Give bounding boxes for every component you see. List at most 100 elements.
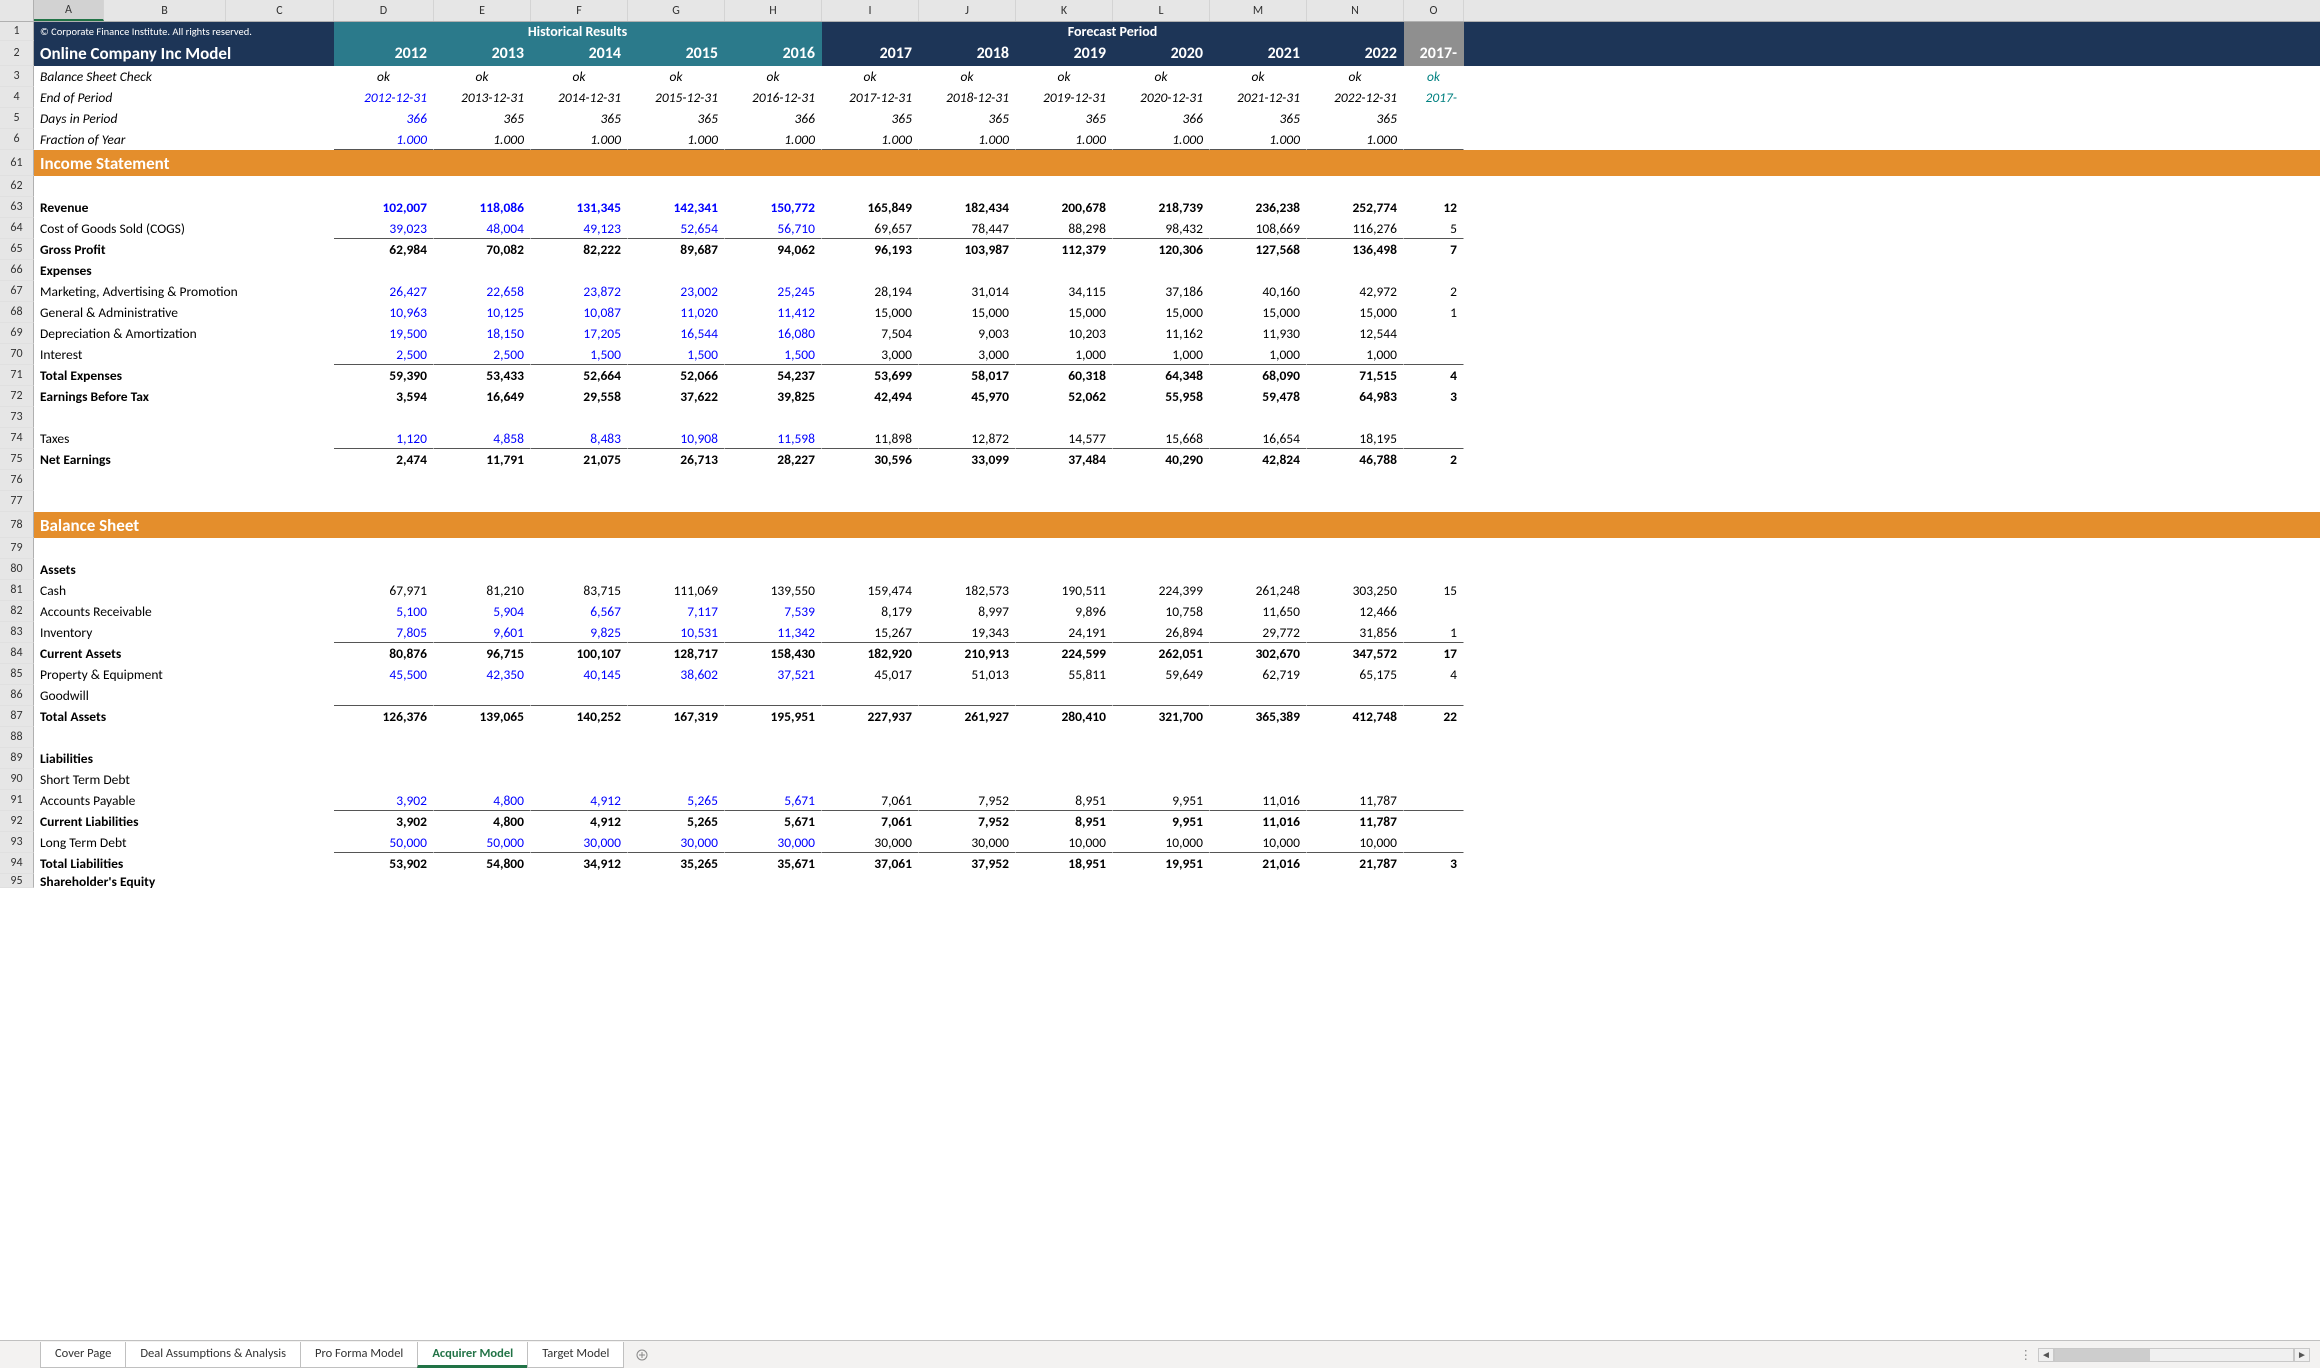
- value-cell[interactable]: 8,997: [919, 601, 1016, 622]
- value-cell[interactable]: 2019-12-31: [1016, 87, 1113, 108]
- value-cell[interactable]: 1,000: [1016, 344, 1113, 365]
- value-cell[interactable]: 11,162: [1113, 323, 1210, 344]
- value-cell[interactable]: 218,739: [1113, 197, 1210, 218]
- value-cell[interactable]: 69,657: [822, 218, 919, 239]
- value-cell[interactable]: 10,908: [628, 428, 725, 449]
- value-cell[interactable]: 302,670: [1210, 643, 1307, 664]
- value-cell[interactable]: [434, 491, 531, 512]
- column-header-L[interactable]: L: [1113, 0, 1210, 21]
- value-cell[interactable]: 4,800: [434, 790, 531, 811]
- value-cell[interactable]: [725, 748, 822, 769]
- value-cell[interactable]: 18,195: [1307, 428, 1404, 449]
- value-cell[interactable]: 46,788: [1307, 449, 1404, 470]
- value-cell[interactable]: [1016, 874, 1113, 888]
- sheet-tab[interactable]: Target Model: [527, 1342, 624, 1368]
- value-cell[interactable]: 30,000: [919, 832, 1016, 853]
- row-header[interactable]: 61: [0, 150, 34, 176]
- value-cell[interactable]: 116,276: [1307, 218, 1404, 239]
- value-cell[interactable]: 128,717: [628, 643, 725, 664]
- value-cell[interactable]: [1404, 790, 1464, 811]
- value-cell[interactable]: 78,447: [919, 218, 1016, 239]
- value-cell[interactable]: 54,237: [725, 365, 822, 386]
- row-header[interactable]: 70: [0, 344, 34, 365]
- value-cell[interactable]: 28,227: [725, 449, 822, 470]
- value-cell[interactable]: [822, 176, 919, 197]
- value-cell[interactable]: [1016, 685, 1113, 706]
- row-header[interactable]: 77: [0, 491, 34, 512]
- value-cell[interactable]: [1307, 538, 1404, 559]
- value-cell[interactable]: 2022-12-31: [1307, 87, 1404, 108]
- value-cell[interactable]: 42,350: [434, 664, 531, 685]
- value-cell[interactable]: [1210, 260, 1307, 281]
- value-cell[interactable]: 2018-12-31: [919, 87, 1016, 108]
- value-cell[interactable]: [1210, 727, 1307, 748]
- value-cell[interactable]: [628, 260, 725, 281]
- value-cell[interactable]: [1113, 685, 1210, 706]
- value-cell[interactable]: 16,080: [725, 323, 822, 344]
- value-cell[interactable]: 7: [1404, 239, 1464, 260]
- value-cell[interactable]: 1.000: [725, 129, 822, 150]
- row-header[interactable]: 69: [0, 323, 34, 344]
- value-cell[interactable]: [1404, 428, 1464, 449]
- value-cell[interactable]: 108,669: [1210, 218, 1307, 239]
- value-cell[interactable]: 2016-12-31: [725, 87, 822, 108]
- column-header-I[interactable]: I: [822, 0, 919, 21]
- value-cell[interactable]: 33,099: [919, 449, 1016, 470]
- value-cell[interactable]: [1404, 769, 1464, 790]
- add-sheet-button[interactable]: [629, 1345, 655, 1365]
- value-cell[interactable]: 1.000: [531, 129, 628, 150]
- value-cell[interactable]: 9,003: [919, 323, 1016, 344]
- value-cell[interactable]: 21,016: [1210, 853, 1307, 874]
- value-cell[interactable]: 16,544: [628, 323, 725, 344]
- value-cell[interactable]: 303,250: [1307, 580, 1404, 601]
- value-cell[interactable]: [1210, 407, 1307, 428]
- value-cell[interactable]: 22: [1404, 706, 1464, 727]
- value-cell[interactable]: [822, 727, 919, 748]
- value-cell[interactable]: [1307, 874, 1404, 888]
- value-cell[interactable]: 7,539: [725, 601, 822, 622]
- row-header[interactable]: 68: [0, 302, 34, 323]
- value-cell[interactable]: 139,550: [725, 580, 822, 601]
- value-cell[interactable]: [1016, 727, 1113, 748]
- value-cell[interactable]: [1307, 260, 1404, 281]
- value-cell[interactable]: 158,430: [725, 643, 822, 664]
- value-cell[interactable]: 12,872: [919, 428, 1016, 449]
- value-cell[interactable]: 365: [434, 108, 531, 129]
- value-cell[interactable]: [1307, 769, 1404, 790]
- value-cell[interactable]: 365: [1016, 108, 1113, 129]
- value-cell[interactable]: [919, 727, 1016, 748]
- value-cell[interactable]: [919, 769, 1016, 790]
- value-cell[interactable]: 3,902: [334, 790, 434, 811]
- value-cell[interactable]: ok: [919, 66, 1016, 87]
- value-cell[interactable]: [1210, 559, 1307, 580]
- value-cell[interactable]: [1210, 491, 1307, 512]
- value-cell[interactable]: [919, 538, 1016, 559]
- sheet-tab[interactable]: Cover Page: [40, 1342, 126, 1368]
- value-cell[interactable]: [1016, 260, 1113, 281]
- value-cell[interactable]: 7,061: [822, 811, 919, 832]
- value-cell[interactable]: [919, 176, 1016, 197]
- value-cell[interactable]: 7,117: [628, 601, 725, 622]
- column-header-M[interactable]: M: [1210, 0, 1307, 21]
- value-cell[interactable]: [628, 407, 725, 428]
- column-header-A[interactable]: A: [34, 0, 104, 21]
- value-cell[interactable]: 21,787: [1307, 853, 1404, 874]
- value-cell[interactable]: 59,390: [334, 365, 434, 386]
- value-cell[interactable]: 1,500: [725, 344, 822, 365]
- value-cell[interactable]: 2: [1404, 281, 1464, 302]
- value-cell[interactable]: 142,341: [628, 197, 725, 218]
- value-cell[interactable]: 111,069: [628, 580, 725, 601]
- value-cell[interactable]: 82,222: [531, 239, 628, 260]
- value-cell[interactable]: 81,210: [434, 580, 531, 601]
- value-cell[interactable]: 4,912: [531, 790, 628, 811]
- value-cell[interactable]: 55,811: [1016, 664, 1113, 685]
- value-cell[interactable]: 15,668: [1113, 428, 1210, 449]
- value-cell[interactable]: 2017-12-31: [822, 87, 919, 108]
- hscroll-left-button[interactable]: ◄: [2038, 1348, 2054, 1362]
- value-cell[interactable]: 11,016: [1210, 811, 1307, 832]
- value-cell[interactable]: 40,290: [1113, 449, 1210, 470]
- value-cell[interactable]: 10,000: [1307, 832, 1404, 853]
- value-cell[interactable]: 1.000: [1210, 129, 1307, 150]
- value-cell[interactable]: [1210, 874, 1307, 888]
- value-cell[interactable]: [1404, 685, 1464, 706]
